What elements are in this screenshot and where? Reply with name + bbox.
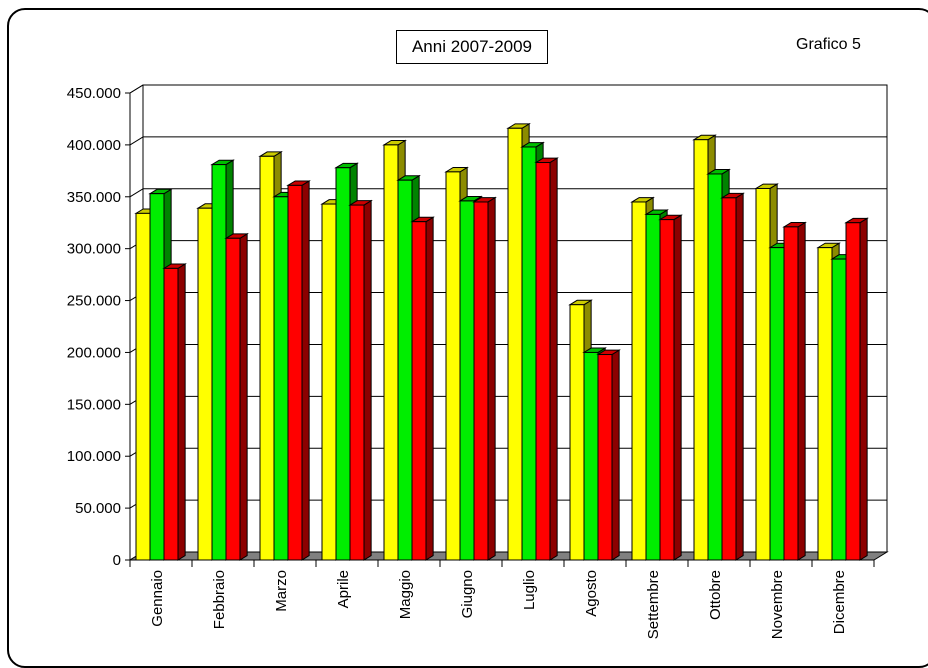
bar-front [335, 167, 351, 561]
x-tick-label: Novembre [769, 570, 786, 639]
y-tick-label: 450.000 [67, 85, 121, 102]
bar [224, 232, 249, 561]
bar-front [411, 221, 427, 561]
bar-side [673, 214, 682, 561]
bars [134, 122, 869, 561]
y-tick-label: 250.000 [67, 293, 121, 310]
y-axis-top [129, 84, 144, 94]
bar-front [783, 226, 799, 561]
bar [658, 214, 683, 561]
bar-front [817, 247, 833, 561]
x-tick-label: Agosto [583, 570, 600, 617]
y-tick-label: 100.000 [67, 448, 121, 465]
x-tick-label: Maggio [397, 570, 414, 619]
tick-labels: 0 50.000 100.000 150.000 200.000 250.000 300.0… [67, 85, 848, 639]
bar-front [225, 237, 241, 561]
y-tick-label: 150.000 [67, 396, 121, 413]
bar-front [631, 201, 647, 561]
bar-front [273, 196, 289, 561]
bar-side [363, 199, 372, 561]
bar [472, 196, 497, 561]
gridline-side [129, 136, 144, 146]
bar [410, 216, 435, 561]
bar-front [211, 164, 227, 561]
x-tick-label: Febbraio [211, 570, 228, 629]
y-tick-label: 0 [113, 552, 121, 569]
x-tick-label: Dicembre [831, 570, 848, 634]
bar-front [507, 127, 523, 561]
bar-front [149, 193, 165, 561]
bar-front [135, 212, 151, 561]
bar-front [721, 197, 737, 561]
bar [286, 180, 311, 561]
bar-front [597, 354, 613, 561]
bar-front [707, 173, 723, 561]
gridline-side [129, 188, 144, 198]
y-tick-label: 350.000 [67, 189, 121, 206]
bar-front [287, 184, 303, 561]
bar-front [521, 146, 537, 561]
bar-front [659, 219, 675, 561]
bar-front [845, 222, 861, 561]
chart-number-label: Grafico 5 [796, 36, 861, 53]
x-tick-label: Marzo [273, 570, 290, 612]
bar-front [583, 351, 599, 561]
bar-front [693, 139, 709, 561]
bar [720, 192, 745, 561]
bar-side [859, 217, 868, 561]
bar-side [611, 349, 620, 561]
bar-side [239, 232, 248, 561]
bar-front [831, 258, 847, 561]
y-tick-label: 400.000 [67, 137, 121, 154]
bar-front [349, 204, 365, 561]
bar-side [735, 192, 744, 561]
bar-front [163, 267, 179, 561]
bar-front [321, 203, 337, 561]
x-tick-label: Ottobre [707, 570, 724, 620]
chart-title: Anni 2007-2009 [396, 30, 548, 64]
bar-side [797, 221, 806, 561]
bar [782, 221, 807, 561]
bar [596, 349, 621, 561]
bar-front [645, 213, 661, 561]
bar-front [459, 200, 475, 561]
bar-front [755, 187, 771, 561]
bar [534, 157, 559, 561]
bar-front [769, 247, 785, 561]
bar-side [549, 157, 558, 561]
bar-front [535, 162, 551, 561]
bar-front [473, 201, 489, 561]
x-tick-label: Giugno [459, 570, 476, 618]
bar-chart: 0 50.000 100.000 150.000 200.000 250.000 300.0… [67, 84, 889, 639]
bar [162, 263, 187, 561]
bar-front [197, 207, 213, 561]
x-tick-label: Luglio [521, 570, 538, 610]
bar-side [487, 196, 496, 561]
bar-front [569, 304, 585, 561]
bar [844, 217, 869, 561]
bar [348, 199, 373, 561]
y-tick-label: 200.000 [67, 344, 121, 361]
x-tick-label: Gennaio [149, 570, 166, 627]
x-tick-label: Settembre [645, 570, 662, 639]
bar-front [445, 171, 461, 561]
y-tick-label: 50.000 [75, 500, 121, 517]
bar-side [301, 180, 310, 561]
bar-side [177, 263, 186, 561]
bar-side [425, 216, 434, 561]
bar-front [397, 179, 413, 561]
bar-front [259, 155, 275, 561]
x-tick-label: Aprile [335, 570, 352, 608]
y-tick-label: 300.000 [67, 241, 121, 258]
bar-front [383, 144, 399, 561]
